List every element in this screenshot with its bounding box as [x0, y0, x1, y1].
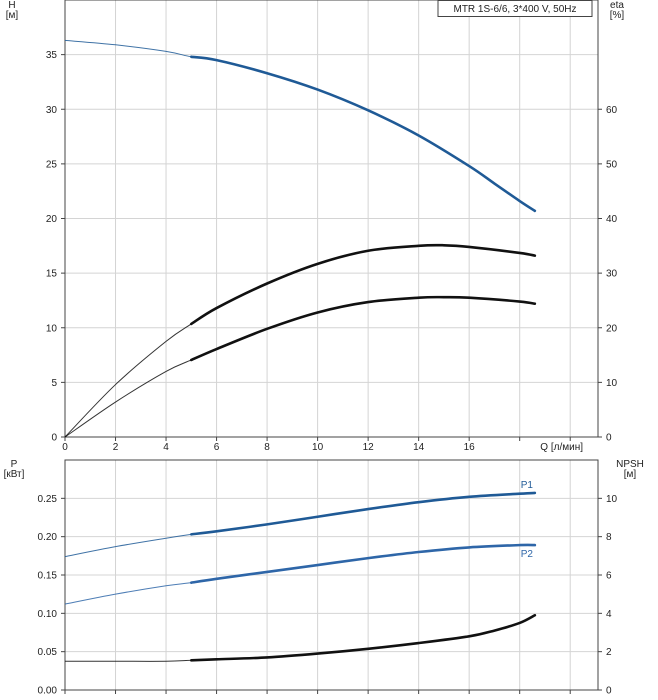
series-label-p1: P1: [521, 480, 534, 491]
series-line-full: [64, 39, 536, 212]
y-right-tick-label: 10: [606, 378, 618, 389]
chart-title: MTR 1S-6/6, 3*400 V, 50Hz: [437, 0, 593, 17]
series-label-p2: P2: [521, 549, 534, 560]
series-bottom-2: [65, 613, 537, 662]
series-p2: P2: [64, 543, 537, 605]
y-right-tick-label: 8: [606, 532, 612, 543]
y-left-tick-label: 0.25: [38, 494, 58, 505]
top-grid: [64, 0, 598, 438]
chart-title-box: [437, 0, 593, 17]
top-panel: 0 2 4 6 8 10 12 14 16 Q [л/мин] 0 5 10 15 20 25 30 35 0 10 2…: [6, 0, 625, 453]
y-left-axis-label: H: [8, 0, 15, 11]
y-left-axis-label: [кВт]: [4, 469, 25, 480]
series-line-operating: [190, 491, 537, 536]
y-right-tick-label: 30: [606, 269, 618, 280]
y-right-tick-label: 40: [606, 214, 618, 225]
y-left-axis-label: [м]: [6, 10, 19, 21]
y-left-tick-label: 25: [46, 159, 58, 170]
y-right-tick-label: 60: [606, 105, 618, 116]
y-left-tick-label: 20: [46, 214, 58, 225]
x-tick-label: 8: [264, 442, 270, 453]
series-line-operating: [190, 613, 537, 662]
y-left-tick-label: 0.20: [38, 532, 58, 543]
y-right-axis-label: [%]: [610, 10, 625, 21]
y-right-tick-label: 2: [606, 647, 612, 658]
x-tick-label: 14: [413, 442, 425, 453]
y-right-tick-label: 0: [606, 433, 612, 444]
y-left-tick-label: 0.15: [38, 571, 58, 582]
y-right-axis-label: NPSH: [616, 459, 644, 470]
series-line-operating: [190, 295, 537, 362]
y-left-tick-label: 0: [51, 433, 57, 444]
y-right-tick-label: 10: [606, 494, 618, 505]
x-tick-label: 0: [62, 442, 68, 453]
y-right-axis-label: eta: [610, 0, 624, 11]
series-line-full: [64, 244, 535, 438]
y-left-tick-label: 5: [51, 378, 57, 389]
y-left-axis-label: P: [11, 459, 18, 470]
bottom-panel: 0.00 0.05 0.10 0.15 0.20 0.25 0 2 4 6 8 10 P[кВт] NPS…: [4, 459, 644, 697]
series-top-2: [64, 295, 537, 438]
y-right-tick-label: 4: [606, 609, 612, 620]
x-axis-label: Q [л/мин]: [540, 442, 583, 453]
series-line-operating: [190, 243, 537, 326]
y-left-tick-label: 30: [46, 105, 58, 116]
y-left-tick-label: 15: [46, 269, 58, 280]
x-tick-label: 10: [312, 442, 324, 453]
series-p1: P1: [64, 480, 537, 558]
y-left-tick-label: 0.10: [38, 609, 58, 620]
y-right-tick-label: 50: [606, 159, 618, 170]
x-tick-label: 12: [363, 442, 375, 453]
series-line-operating: [190, 543, 537, 584]
series-top-0: [64, 39, 537, 213]
y-left-tick-label: 35: [46, 50, 58, 61]
x-tick-label: 16: [464, 442, 476, 453]
x-tick-label: 4: [163, 442, 169, 453]
y-left-tick-label: 0.05: [38, 647, 58, 658]
y-right-tick-label: 20: [606, 323, 618, 334]
x-tick-label: 2: [113, 442, 119, 453]
series-line-operating: [190, 55, 537, 213]
y-right-axis-label: [м]: [624, 469, 637, 480]
x-tick-label: 6: [214, 442, 220, 453]
y-right-tick-label: 6: [606, 571, 612, 582]
chart-title-text: MTR 1S-6/6, 3*400 V, 50Hz: [453, 4, 576, 15]
y-right-tick-label: 0: [606, 686, 612, 697]
y-left-tick-label: 10: [46, 323, 58, 334]
y-left-tick-label: 0.00: [38, 686, 58, 697]
series-top-1: [64, 243, 537, 438]
